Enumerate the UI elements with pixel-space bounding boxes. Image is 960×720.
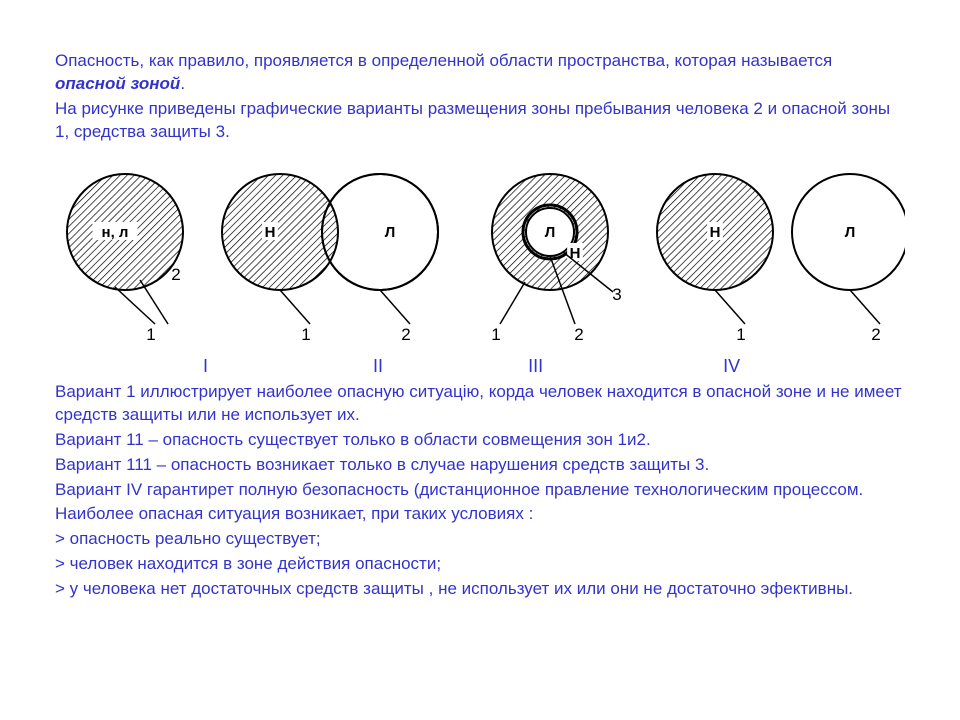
- variant-3-text: Вариант 111 – опасность возникает только…: [55, 454, 905, 477]
- roman-iii: III: [528, 356, 543, 377]
- label-g4a: Н: [710, 224, 721, 241]
- variant-1-text: Вариант 1 иллюстрирует наиболее опасную …: [55, 381, 905, 427]
- leader-6-num: 3: [612, 285, 621, 304]
- label-g1: н, л: [102, 224, 129, 241]
- circle-g2a: [222, 174, 338, 290]
- leader-1-num: 1: [146, 325, 155, 344]
- roman-i: I: [203, 356, 208, 377]
- leader-7-line: [715, 290, 745, 324]
- leader-0-num: 2: [171, 265, 180, 284]
- variant-4-text: Вариант IV гарантирет полную безопасност…: [55, 479, 905, 502]
- leader-3-num: 2: [401, 325, 410, 344]
- most-dangerous-text: Наиболее опасная ситуация возникает, при…: [55, 503, 905, 526]
- intro-text-a: Опасность, как правило, проявляется в оп…: [55, 51, 832, 70]
- roman-numeral-row: I II III IV: [55, 356, 905, 377]
- intro-paragraph-2: На рисунке приведены графические вариант…: [55, 98, 905, 144]
- roman-ii: II: [373, 356, 383, 377]
- label-g2b: Л: [385, 224, 396, 241]
- leader-3-line: [380, 290, 410, 324]
- leader-5-num: 2: [574, 325, 583, 344]
- diagram-region: н, лНЛЛННЛ211212312: [55, 162, 905, 352]
- leader-0-line: [140, 280, 168, 324]
- variant-2-text: Вариант 11 – опасность существует только…: [55, 429, 905, 452]
- leader-2-line: [280, 290, 310, 324]
- bullet-1: > опасность реально существует;: [55, 528, 905, 551]
- label-g2a: Н: [265, 224, 276, 241]
- label-g4b: Л: [845, 224, 856, 241]
- leader-2-num: 1: [301, 325, 310, 344]
- diagram-svg: н, лНЛЛННЛ211212312: [55, 162, 905, 352]
- intro-paragraph-1: Опасность, как правило, проявляется в оп…: [55, 50, 905, 96]
- leader-1-line: [115, 287, 155, 324]
- leader-8-line: [850, 290, 880, 324]
- leader-4-num: 1: [491, 325, 500, 344]
- bullet-2: > человек находится в зоне действия опас…: [55, 553, 905, 576]
- roman-iv: IV: [723, 356, 740, 377]
- label-g3b: Л: [545, 224, 556, 241]
- slide-container: Опасность, как правило, проявляется в оп…: [0, 0, 960, 720]
- leader-7-num: 1: [736, 325, 745, 344]
- intro-text-c: .: [180, 74, 185, 93]
- intro-emph: опасной зоной: [55, 74, 180, 93]
- bullet-3: > у человека нет достаточных средств защ…: [55, 578, 905, 601]
- leader-8-num: 2: [871, 325, 880, 344]
- leader-4-line: [500, 282, 525, 324]
